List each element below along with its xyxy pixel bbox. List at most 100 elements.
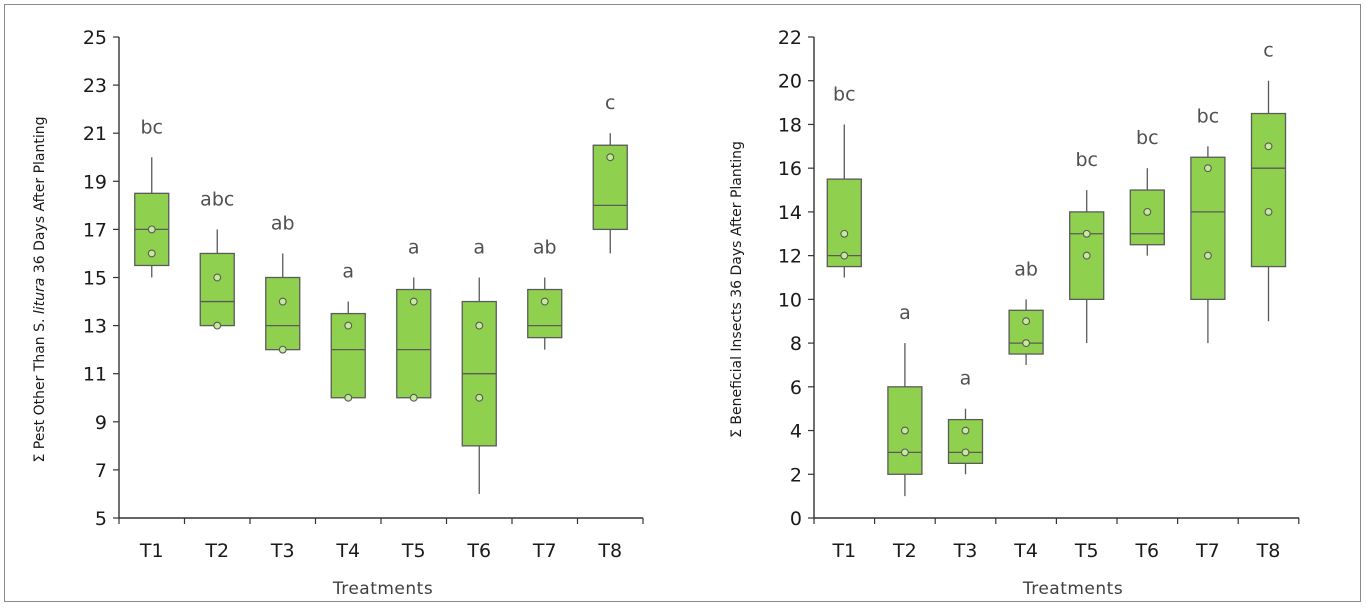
y-tick-label: 7: [95, 460, 107, 482]
box-T8: c: [1250, 40, 1287, 322]
box-body: [1190, 156, 1226, 301]
data-point: [900, 448, 909, 457]
box-body: [199, 252, 235, 327]
x-tick-label: T8: [1256, 540, 1281, 562]
significance-letter: bc: [1197, 105, 1220, 127]
data-point: [540, 297, 549, 306]
box-T3: a: [947, 368, 984, 475]
data-point: [840, 251, 849, 260]
significance-letter: ab: [533, 237, 557, 259]
chart-2: 0 2 4 6 8 10 12 14 16 18 20 22 T1 T2 T3 T4 T5 T6 T7 T8 bc a a a…: [729, 27, 1300, 599]
significance-letter: a: [342, 261, 354, 283]
significance-letter: bc: [1136, 127, 1159, 149]
x-tick-label: T5: [1074, 540, 1099, 562]
y-tick-label: 16: [778, 158, 802, 180]
data-point: [1264, 207, 1273, 216]
x-tick-label: T7: [1195, 540, 1220, 562]
data-point: [1264, 142, 1273, 151]
significance-letter: c: [1263, 40, 1273, 62]
y-tick-label: 4: [790, 421, 802, 443]
box-T7: bc: [1190, 105, 1226, 344]
significance-letter: abc: [200, 188, 234, 210]
data-point: [475, 321, 484, 330]
data-point: [1082, 229, 1091, 238]
x-tick-label: T6: [466, 540, 491, 562]
y-tick-label: 20: [778, 71, 802, 93]
significance-letter: a: [408, 237, 420, 259]
significance-letter: bc: [140, 116, 163, 138]
y-tick-label: 6: [790, 377, 802, 399]
y-axis-label-part: Σ Pest Other Than S.: [32, 314, 48, 462]
box-T7: ab: [527, 237, 563, 350]
significance-letter: a: [960, 368, 972, 390]
x-tick-label: T7: [532, 540, 557, 562]
data-point: [1082, 251, 1091, 260]
box-body: [1069, 211, 1105, 301]
data-point: [961, 448, 970, 457]
data-point: [1022, 339, 1031, 348]
data-point: [961, 426, 970, 435]
data-point: [900, 426, 909, 435]
y-tick-label: 2: [790, 464, 802, 486]
x-tick-label: T6: [1134, 540, 1159, 562]
box-body: [1250, 112, 1287, 268]
y-tick-label: 5: [95, 508, 107, 530]
x-axis-label: Treatments: [1022, 579, 1123, 599]
y-tick-label: 21: [83, 123, 107, 145]
figure-frame: [4, 4, 1361, 602]
data-point: [1203, 164, 1212, 173]
x-tick-label: T1: [139, 540, 164, 562]
data-point: [344, 393, 353, 402]
box-body: [1129, 189, 1165, 246]
y-tick-label: 14: [778, 202, 802, 224]
y-axis-label: Σ Pest Other Than S. litura 36 Days Afte…: [32, 117, 48, 463]
box-body: [265, 276, 301, 351]
data-point: [1203, 251, 1212, 260]
y-tick-label: 22: [778, 27, 802, 49]
box-T5: a: [396, 237, 432, 402]
box-body: [1008, 309, 1044, 355]
data-point: [840, 229, 849, 238]
data-point: [344, 321, 353, 330]
box-T8: c: [592, 92, 628, 254]
y-tick-label: 17: [83, 219, 107, 241]
x-tick-label: T5: [401, 540, 426, 562]
box-T2: abc: [199, 188, 235, 330]
significance-letter: a: [473, 237, 485, 259]
x-tick-label: T3: [953, 540, 978, 562]
significance-letter: a: [899, 302, 911, 324]
y-tick-label: 15: [83, 268, 107, 290]
x-tick-label: T8: [597, 540, 622, 562]
data-point: [213, 273, 222, 282]
x-axis-label: Treatments: [332, 579, 433, 599]
y-tick-label: 12: [778, 246, 802, 268]
significance-letter: c: [605, 92, 615, 114]
y-tick-label: 13: [83, 316, 107, 338]
data-point: [147, 249, 156, 258]
box-body: [527, 288, 563, 339]
data-point: [278, 345, 287, 354]
y-tick-label: 10: [778, 289, 802, 311]
y-tick-label: 23: [83, 75, 107, 97]
y-tick-label: 0: [790, 508, 802, 530]
data-point: [213, 321, 222, 330]
y-tick-label: 25: [83, 27, 107, 49]
x-tick-label: T2: [204, 540, 229, 562]
x-tick-label: T4: [335, 540, 360, 562]
y-tick-label: 19: [83, 171, 107, 193]
y-tick-label: 9: [95, 412, 107, 434]
significance-letter: ab: [271, 212, 295, 234]
y-axis-label-part: Σ Beneficial Insects 36 Days After Plant…: [729, 141, 745, 438]
y-tick-label: 8: [790, 333, 802, 355]
data-point: [409, 393, 418, 402]
data-point: [1143, 207, 1152, 216]
y-tick-label: 18: [778, 114, 802, 136]
significance-letter: bc: [1075, 149, 1098, 171]
x-tick-label: T2: [892, 540, 917, 562]
box-T4: ab: [1008, 258, 1044, 365]
box-T4: a: [330, 261, 366, 402]
significance-letter: bc: [833, 83, 856, 105]
